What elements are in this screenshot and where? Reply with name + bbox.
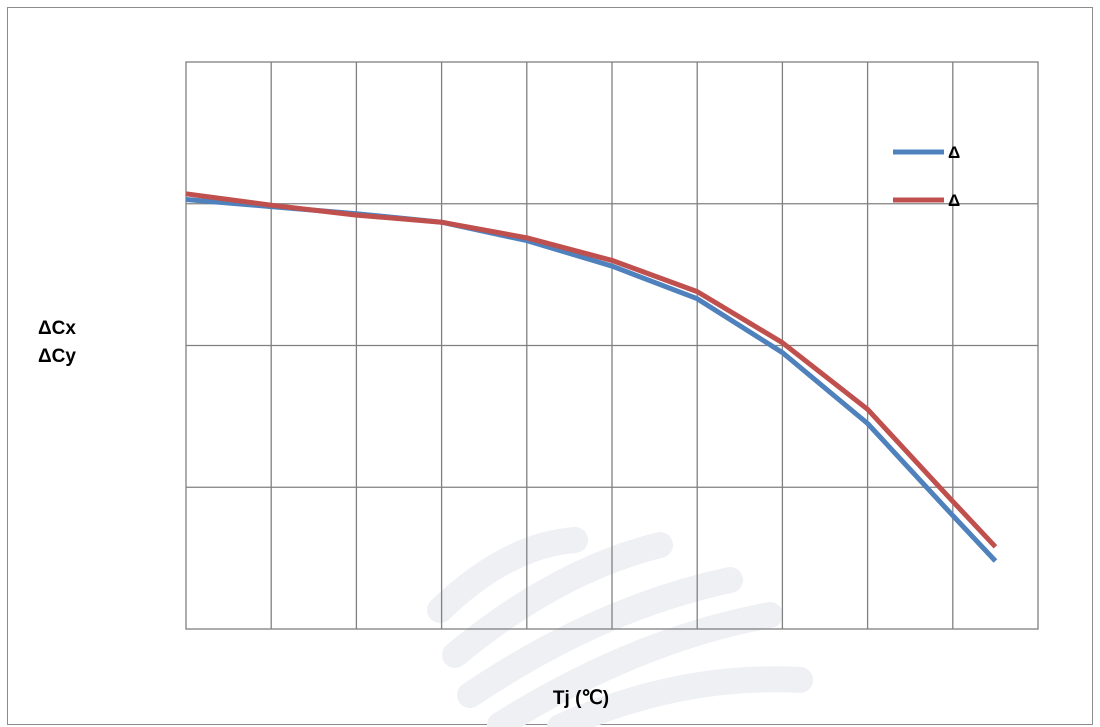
legend-label-2: Δ <box>948 191 960 210</box>
grid <box>185 61 1039 630</box>
legend-label-1: Δ <box>948 143 960 162</box>
watermark-stroke <box>427 527 588 623</box>
y-axis-label-line-2: ΔCy <box>38 346 76 367</box>
series-line-2 <box>185 191 998 549</box>
chart-frame <box>7 7 1093 725</box>
watermark-stroke <box>487 602 783 727</box>
watermark-stroke <box>442 532 673 668</box>
y-axis-label-line-1: ΔCx <box>38 318 76 339</box>
watermark-stroke <box>547 666 813 727</box>
watermark <box>427 527 813 727</box>
series-group <box>185 191 998 563</box>
x-axis-label: Tj (℃) <box>553 688 609 709</box>
legend: ΔΔ <box>893 143 960 210</box>
